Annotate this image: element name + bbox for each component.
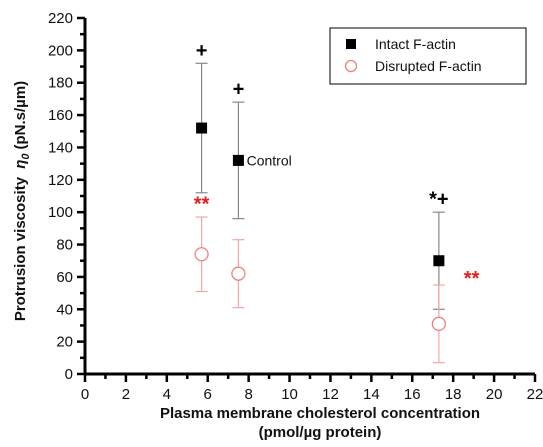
significance-mark: *+ <box>429 189 448 211</box>
x-tick-label: 22 <box>527 386 543 403</box>
error-bars <box>195 62 445 364</box>
significance-mark: ** <box>194 194 210 216</box>
x-ticks: 0 2 4 6 8 10 12 14 16 18 20 22 <box>81 374 543 403</box>
intact-point <box>232 154 244 166</box>
y-axis-symbol: η <box>12 160 29 169</box>
y-axis-title: Protrusion viscosity η0 (pN.s/µm) <box>12 81 32 321</box>
y-ticks: 0 20 40 60 80 100 120 140 160 180 200 220 <box>48 10 85 383</box>
x-tick-label: 12 <box>322 386 339 403</box>
legend-square-icon <box>346 39 356 49</box>
y-tick-label: 40 <box>56 301 73 318</box>
x-tick-label: 16 <box>404 386 421 403</box>
legend-label: Disrupted F-actin <box>375 58 482 74</box>
y-tick-label: 120 <box>48 172 73 189</box>
x-tick-label: 10 <box>281 386 298 403</box>
x-tick-label: 14 <box>363 386 380 403</box>
y-tick-label: 220 <box>48 10 73 27</box>
x-tick-label: 2 <box>122 386 130 403</box>
legend: Intact F-actin Disrupted F-actin <box>329 27 527 85</box>
y-tick-label: 180 <box>48 75 73 92</box>
y-axis-title-text: Protrusion viscosity <box>12 176 29 321</box>
y-tick-label: 20 <box>56 334 73 351</box>
legend-circle-icon <box>344 59 358 73</box>
annotations: + + *+ ** ** Control <box>194 40 480 290</box>
x-axis-title: Plasma membrane cholesterol concentratio… <box>160 405 480 422</box>
x-tick-label: 18 <box>445 386 462 403</box>
y-tick-label: 60 <box>56 269 73 286</box>
plot-area: 0 2 4 6 8 10 12 14 16 18 20 22 0 20 40 60 80 100 120 140 16… <box>48 10 543 403</box>
significance-mark: + <box>196 40 208 62</box>
y-tick-label: 0 <box>65 366 73 383</box>
significance-mark: + <box>233 79 245 101</box>
x-tick-label: 6 <box>204 386 212 403</box>
control-label: Control <box>247 152 292 168</box>
intact-point <box>196 122 208 134</box>
y-tick-label: 200 <box>48 42 73 59</box>
y-tick-label: 100 <box>48 204 73 221</box>
y-axis-units: (pN.s/µm) <box>12 81 29 150</box>
x-tick-label: 0 <box>81 386 89 403</box>
y-tick-label: 80 <box>56 237 73 254</box>
significance-mark: ** <box>464 268 480 290</box>
legend-box <box>329 27 527 85</box>
x-tick-label: 8 <box>244 386 252 403</box>
y-tick-label: 160 <box>48 107 73 124</box>
x-axis-title-units: (pmol/µg protein) <box>259 424 382 441</box>
intact-point <box>433 255 445 267</box>
y-tick-label: 140 <box>48 139 73 156</box>
x-tick-label: 4 <box>163 386 171 403</box>
disrupted-point <box>431 316 447 331</box>
legend-label: Intact F-actin <box>375 36 456 52</box>
disrupted-point <box>231 266 246 281</box>
x-tick-label: 20 <box>486 386 503 403</box>
data-markers <box>194 122 447 331</box>
y-axis-subscript: 0 <box>20 153 32 160</box>
disrupted-point <box>194 247 209 262</box>
